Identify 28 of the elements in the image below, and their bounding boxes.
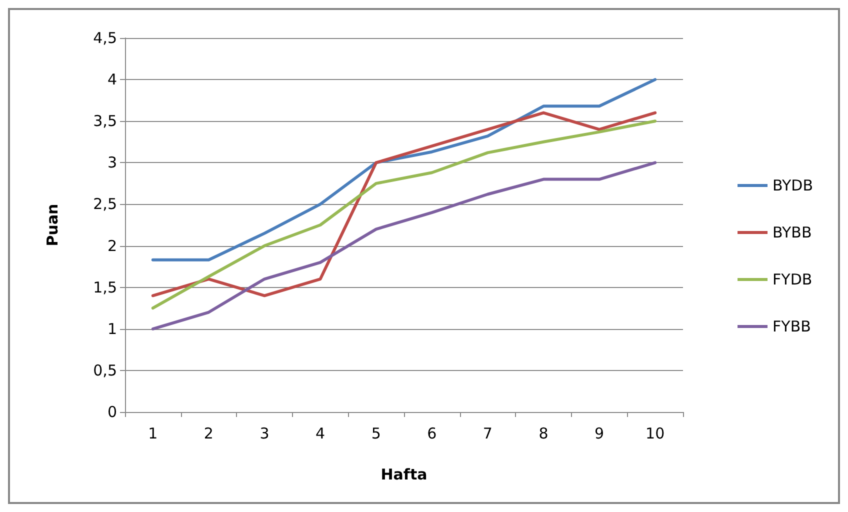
y-tick-label: 3 xyxy=(107,154,117,172)
line-series xyxy=(151,161,657,330)
y-tick-label: 1 xyxy=(107,320,117,338)
x-tick-label: 8 xyxy=(538,424,548,442)
y-axis-title: Puan xyxy=(44,204,62,246)
x-tick-label: 9 xyxy=(594,424,604,442)
legend-label: BYBB xyxy=(772,224,812,242)
y-tick-label: 4 xyxy=(107,70,117,89)
y-tick-label: 1,5 xyxy=(93,278,117,296)
legend-label: FYBB xyxy=(772,318,811,336)
x-tick-label: 6 xyxy=(427,424,437,442)
y-tick-label: 2 xyxy=(107,236,117,255)
y-tick-label: 0,5 xyxy=(93,361,117,380)
x-tick-label: 1 xyxy=(148,424,158,442)
x-tick-label: 2 xyxy=(204,424,214,442)
y-tick-label: 0 xyxy=(107,403,117,421)
line-series xyxy=(151,78,657,262)
y-tick-label: 3,5 xyxy=(93,112,117,130)
x-axis-title: Hafta xyxy=(380,466,428,484)
x-tick-label: 5 xyxy=(371,424,381,442)
legend-label: BYDB xyxy=(772,176,814,194)
legend-label: FYDB xyxy=(772,270,812,288)
y-tick-label: 2,5 xyxy=(93,195,117,214)
x-tick-label: 10 xyxy=(646,424,665,442)
x-tick-label: 3 xyxy=(260,424,270,442)
x-tick-label: 4 xyxy=(316,424,326,442)
y-tick-label: 4,5 xyxy=(93,29,117,47)
x-tick-label: 7 xyxy=(482,424,492,442)
